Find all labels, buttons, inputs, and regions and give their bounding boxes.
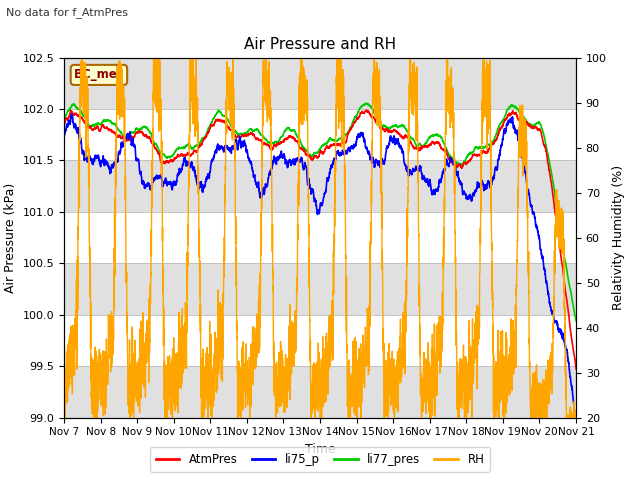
Bar <box>64 264 576 315</box>
Title: Air Pressure and RH: Air Pressure and RH <box>244 37 396 52</box>
Text: No data for f_AtmPres: No data for f_AtmPres <box>6 7 129 18</box>
Legend: AtmPres, li75_p, li77_pres, RH: AtmPres, li75_p, li77_pres, RH <box>150 447 490 472</box>
X-axis label: Time: Time <box>305 443 335 456</box>
Y-axis label: Air Pressure (kPa): Air Pressure (kPa) <box>4 182 17 293</box>
Bar <box>64 160 576 212</box>
Bar <box>64 366 576 418</box>
Y-axis label: Relativity Humidity (%): Relativity Humidity (%) <box>612 165 625 310</box>
Text: BC_met: BC_met <box>74 68 124 82</box>
Bar <box>64 58 576 109</box>
